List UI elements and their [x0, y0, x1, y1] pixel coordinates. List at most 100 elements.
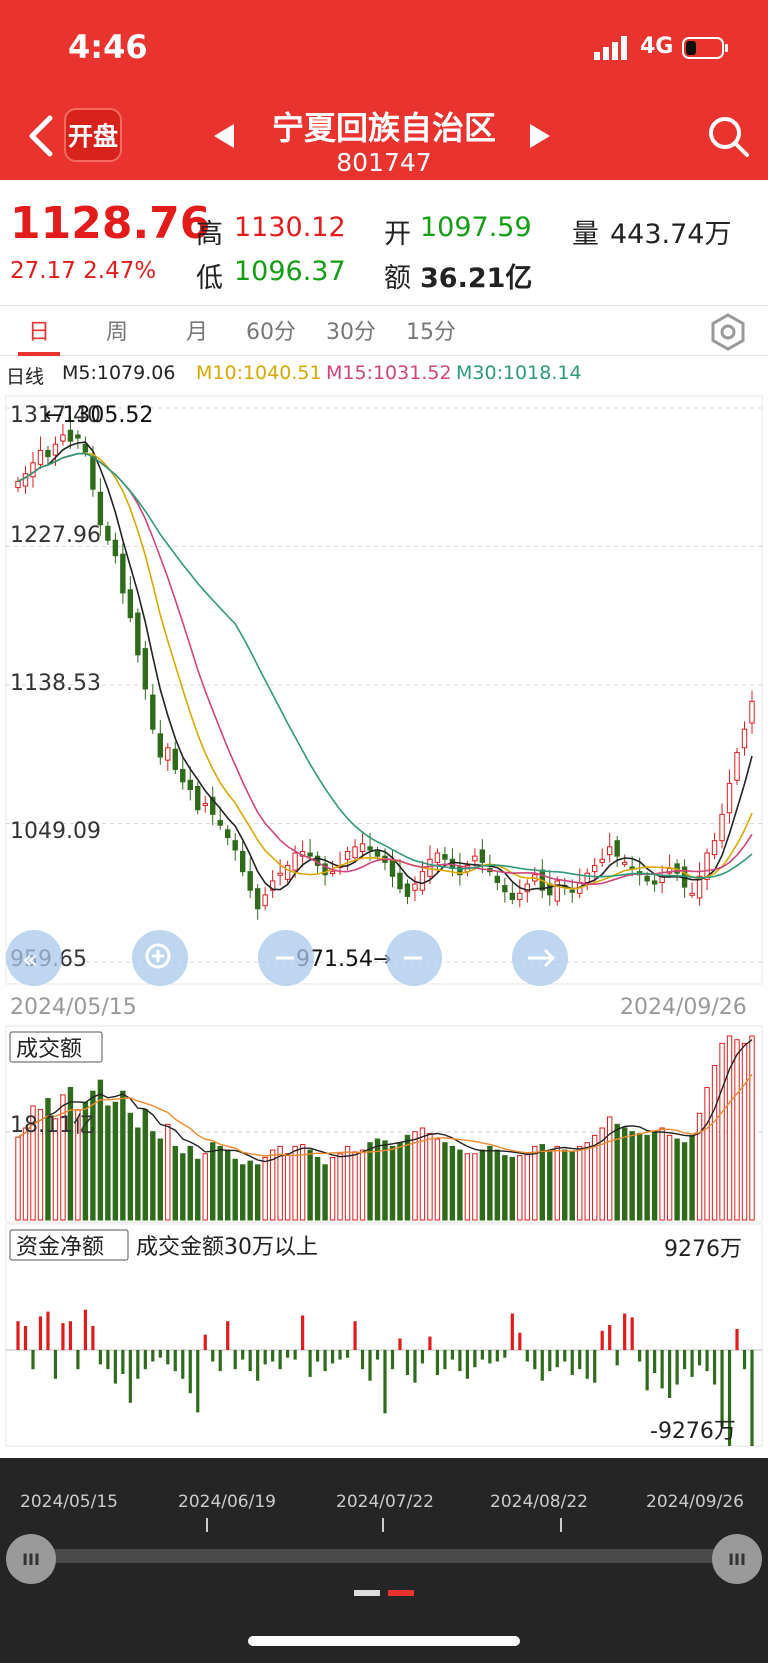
flow-bar-positive	[16, 1321, 20, 1350]
flow-bar-negative	[375, 1350, 380, 1360]
volume-bar	[599, 1127, 605, 1221]
volume-bar	[606, 1116, 613, 1221]
candle-down	[75, 434, 81, 439]
pan-left-button[interactable]	[386, 930, 442, 986]
candle-down	[45, 449, 51, 458]
page-dot-active[interactable]	[388, 1590, 414, 1596]
volume-bar	[157, 1138, 164, 1221]
flow-bar-negative	[241, 1350, 245, 1360]
volume-bar	[344, 1145, 351, 1221]
candle-up	[726, 782, 733, 814]
flow-bar-positive	[600, 1330, 604, 1350]
flow-bar-negative	[593, 1350, 597, 1383]
volume-bar	[284, 1153, 291, 1221]
flow-bar-negative	[488, 1350, 492, 1364]
candle-up	[37, 449, 44, 465]
low-value: 1096.37	[234, 256, 346, 287]
flow-bar-negative	[218, 1350, 222, 1372]
volume-bar	[419, 1127, 426, 1221]
prev-stock-icon[interactable]	[212, 122, 236, 150]
flow-bar-negative	[196, 1350, 200, 1413]
page-dot[interactable]	[354, 1590, 380, 1596]
volume-bar	[150, 1131, 156, 1221]
kline-chart[interactable]: 1317.40 1227.96 1138.53 1049.09 959.65 ←…	[0, 392, 768, 1454]
back-chevron-icon[interactable]	[26, 114, 56, 158]
zoom-in-icon	[145, 943, 171, 969]
volume-bar	[127, 1112, 134, 1221]
next-stock-icon[interactable]	[528, 122, 552, 150]
candle-up	[734, 751, 740, 781]
app-header: 4:46 4G 开盘 宁夏回族自治区 801747	[0, 0, 768, 180]
candle-up	[741, 728, 748, 749]
flow-bar-negative	[727, 1350, 732, 1446]
tab-60min[interactable]: 60分	[246, 320, 296, 345]
volume-bar	[172, 1145, 178, 1221]
candlesticks	[15, 416, 755, 920]
volume-bar	[457, 1149, 463, 1221]
volume-bar	[479, 1149, 486, 1221]
flow-bar-negative	[570, 1350, 574, 1375]
flow-bar-negative	[473, 1350, 477, 1368]
candle-down	[180, 768, 186, 783]
volume-bar	[434, 1138, 441, 1221]
high-label: 高	[196, 219, 223, 250]
flow-bar-negative	[413, 1350, 417, 1383]
tab-15min[interactable]: 15分	[406, 320, 456, 345]
flow-bar-negative	[540, 1350, 544, 1381]
flow-bar-positive	[38, 1316, 43, 1350]
pan-right-button[interactable]	[512, 930, 568, 986]
candle-down	[187, 779, 193, 791]
volume-bar	[644, 1134, 650, 1221]
candle-down	[651, 880, 658, 885]
volume-bar	[621, 1127, 628, 1221]
stock-title: 宁夏回族自治区	[271, 109, 496, 147]
flow-desc: 成交金额30万以上	[136, 1235, 318, 1260]
flow-panel-frame	[5, 1223, 763, 1447]
volume-bar	[696, 1112, 703, 1221]
candle-up	[517, 892, 523, 901]
volume-bar	[254, 1164, 261, 1221]
zoom-in-button[interactable]	[132, 930, 188, 986]
flow-bar-negative	[181, 1350, 185, 1379]
volume-bar	[314, 1156, 321, 1221]
flow-bar-negative	[690, 1350, 694, 1377]
tab-30min[interactable]: 30分	[326, 320, 376, 345]
candle-down	[232, 840, 238, 851]
settings-gear-icon[interactable]	[708, 312, 748, 352]
volume-label: 成交额	[16, 1037, 82, 1062]
flow-bar-negative	[143, 1350, 147, 1370]
tab-week[interactable]: 周	[106, 320, 129, 345]
volume-bar	[120, 1090, 126, 1221]
flow-bar-positive	[510, 1313, 514, 1350]
tab-month[interactable]: 月	[186, 320, 209, 345]
zoom-out-left-button[interactable]: «	[6, 930, 62, 986]
volume-bar	[382, 1140, 388, 1221]
volume-bar	[704, 1087, 710, 1221]
flow-bar-negative	[563, 1350, 567, 1362]
timeline-right-handle[interactable]: III	[712, 1534, 762, 1584]
volume-bar	[517, 1155, 523, 1221]
main-chart-frame	[5, 395, 763, 985]
candle-down	[374, 851, 381, 857]
y-tick-4: 1049.09	[10, 819, 101, 844]
tab-day[interactable]: 日	[28, 320, 51, 345]
timeline-date-4: 2024/08/22	[490, 1492, 588, 1512]
app-logo[interactable]: 开盘	[64, 108, 122, 162]
high-value: 1130.12	[234, 212, 346, 243]
volume-bar	[636, 1133, 643, 1221]
period-tabs: 日 周 月 60分 30分 15分	[0, 306, 768, 356]
volume-bar	[389, 1145, 396, 1221]
zoom-out-button[interactable]	[258, 930, 314, 986]
flow-bar-negative	[338, 1350, 342, 1360]
volume-bar	[524, 1153, 531, 1221]
timeline-track[interactable]	[30, 1549, 736, 1563]
flow-bar-negative	[136, 1350, 140, 1379]
volume-bar	[374, 1138, 381, 1221]
search-icon[interactable]	[706, 114, 750, 158]
timeline-left-handle[interactable]: III	[6, 1534, 56, 1584]
flow-bar-negative	[682, 1350, 687, 1370]
flow-bar-positive	[46, 1311, 50, 1350]
volume-bar	[195, 1158, 201, 1221]
volume-bar	[202, 1153, 208, 1221]
volume-bar	[239, 1164, 246, 1221]
